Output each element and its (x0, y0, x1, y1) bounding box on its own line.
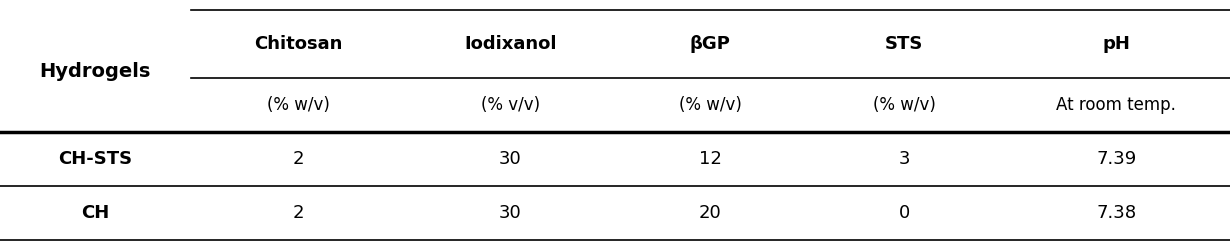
Text: Chitosan: Chitosan (255, 35, 342, 53)
Text: 30: 30 (499, 204, 522, 222)
Text: 30: 30 (499, 150, 522, 168)
Text: 7.39: 7.39 (1096, 150, 1137, 168)
Text: Hydrogels: Hydrogels (39, 61, 151, 81)
Text: STS: STS (884, 35, 924, 53)
Text: (% w/v): (% w/v) (267, 96, 330, 114)
Text: (% w/v): (% w/v) (872, 96, 936, 114)
Text: 20: 20 (699, 204, 722, 222)
Text: 2: 2 (293, 150, 304, 168)
Text: 7.38: 7.38 (1096, 204, 1137, 222)
Text: 0: 0 (898, 204, 910, 222)
Text: pH: pH (1102, 35, 1130, 53)
Text: (% w/v): (% w/v) (679, 96, 742, 114)
Text: 12: 12 (699, 150, 722, 168)
Text: At room temp.: At room temp. (1057, 96, 1176, 114)
Text: CH-STS: CH-STS (58, 150, 133, 168)
Text: (% v/v): (% v/v) (481, 96, 540, 114)
Text: βGP: βGP (690, 35, 731, 53)
Text: CH: CH (81, 204, 109, 222)
Text: 3: 3 (898, 150, 910, 168)
Text: Iodixanol: Iodixanol (464, 35, 557, 53)
Text: 2: 2 (293, 204, 304, 222)
